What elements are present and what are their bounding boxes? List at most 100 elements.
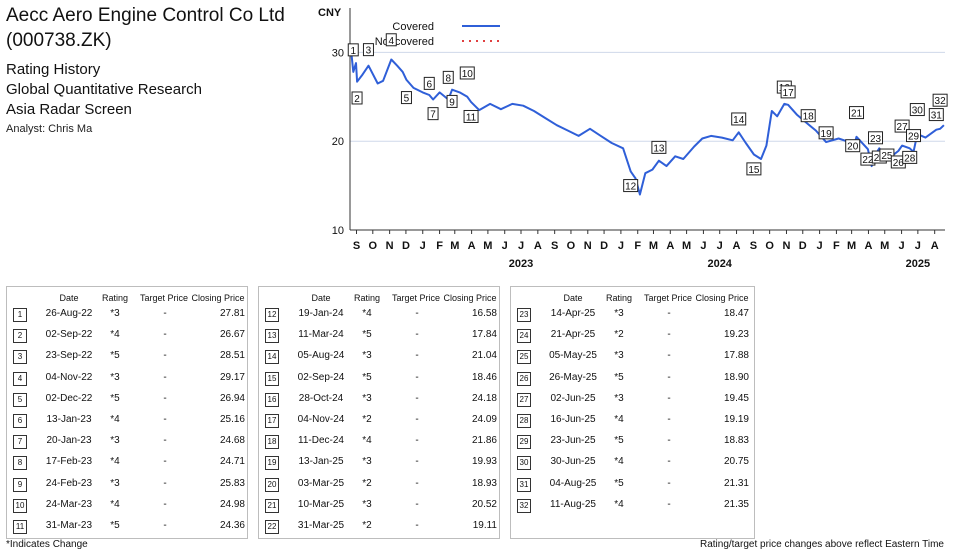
month-label: J bbox=[817, 240, 823, 252]
month-label: A bbox=[534, 240, 542, 252]
month-label: A bbox=[931, 240, 939, 252]
cell-closing-price: 18.90 bbox=[723, 371, 749, 383]
month-label: N bbox=[783, 240, 791, 252]
table-row: 6 13-Jan-23 *4 - 25.16 bbox=[7, 410, 247, 432]
table-row: 1 26-Aug-22 *3 - 27.81 bbox=[7, 304, 247, 326]
rating-marker-box bbox=[362, 43, 374, 57]
cell-rating: *2 bbox=[362, 520, 372, 531]
cell-target-price: - bbox=[163, 371, 167, 383]
cell-rating: *4 bbox=[110, 498, 120, 510]
rating-marker-label: 2 bbox=[354, 94, 360, 105]
row-index-box: 28 bbox=[517, 414, 531, 428]
cell-rating: *3 bbox=[362, 498, 372, 510]
cell-date: 28-Oct-24 bbox=[298, 392, 344, 404]
row-index-box: 20 bbox=[265, 477, 279, 492]
table-row: 31 04-Aug-25 *5 - 21.31 bbox=[511, 474, 754, 496]
legend-not-covered-label: Not covered bbox=[375, 36, 434, 48]
cell-date: 20-Jan-23 bbox=[46, 435, 92, 447]
row-index-box: 18 bbox=[265, 435, 279, 450]
cell-date: 17-Feb-23 bbox=[45, 456, 93, 468]
rating-marker-label: 18 bbox=[803, 112, 815, 123]
header-closing-price: Closing Price bbox=[695, 293, 749, 303]
rating-marker-box bbox=[902, 150, 918, 164]
cell-target-price: - bbox=[163, 435, 167, 447]
rating-table-1: Date Rating Target Price Closing Price 1 26-A… bbox=[6, 286, 248, 539]
cell-date: 23-Jun-25 bbox=[550, 435, 596, 447]
table-row: 26 26-May-25 *5 - 18.90 bbox=[511, 368, 754, 390]
cell-date: 19-Jan-24 bbox=[298, 308, 344, 319]
y-tick-label: 30 bbox=[332, 47, 344, 59]
header-rating: Rating bbox=[606, 293, 633, 303]
rating-marker-label: 22 bbox=[862, 155, 874, 166]
month-label: O bbox=[369, 240, 378, 252]
cell-date: 13-Jan-25 bbox=[298, 456, 344, 468]
rating-marker-box bbox=[651, 140, 667, 154]
rating-marker-box bbox=[442, 70, 454, 84]
row-index-box: 14 bbox=[265, 350, 279, 365]
cell-target-price: - bbox=[667, 329, 671, 341]
row-index-box: 13 bbox=[265, 329, 279, 344]
cell-closing-price: 24.71 bbox=[219, 456, 245, 468]
rating-marker-label: 29 bbox=[908, 132, 920, 143]
company-name-line: Aecc Aero Engine Control Co Ltd bbox=[6, 5, 285, 26]
rating-marker-label: 21 bbox=[851, 109, 863, 120]
header-target-price: Target Price bbox=[391, 293, 441, 303]
year-label: 2024 bbox=[707, 258, 732, 270]
cell-rating: *4 bbox=[614, 498, 624, 510]
cell-target-price: - bbox=[415, 520, 419, 531]
rating-marker-label: 9 bbox=[449, 97, 455, 108]
row-index-box: 8 bbox=[13, 456, 27, 471]
month-label: F bbox=[634, 240, 641, 252]
cell-target-price: - bbox=[163, 520, 167, 531]
cell-date: 11-Aug-25 bbox=[550, 498, 596, 510]
rating-marker-label: 10 bbox=[462, 69, 474, 80]
ticker-line: (000738.ZK) bbox=[6, 30, 112, 51]
change-footnote: *Indicates Change bbox=[6, 539, 88, 550]
table-row: 23 14-Apr-25 *3 - 18.47 bbox=[511, 304, 754, 326]
rating-marker-box bbox=[351, 91, 363, 105]
month-label: M bbox=[847, 240, 856, 252]
month-label: J bbox=[502, 240, 508, 252]
row-index-box: 23 bbox=[517, 308, 531, 322]
rating-marker-box bbox=[818, 126, 834, 140]
rating-marker-label: 27 bbox=[897, 122, 909, 133]
year-label: 2025 bbox=[906, 258, 930, 270]
cell-closing-price: 29.17 bbox=[219, 371, 245, 383]
rating-marker-box bbox=[894, 119, 910, 133]
y-axis-label: CNY bbox=[318, 7, 342, 19]
table-row: 18 11-Dec-24 *4 - 21.86 bbox=[259, 431, 499, 453]
table-row: 29 23-Jun-25 *5 - 18.83 bbox=[511, 431, 754, 453]
cell-rating: *5 bbox=[110, 350, 120, 362]
cell-rating: *3 bbox=[110, 308, 120, 319]
table-row: 13 11-Mar-24 *5 - 17.84 bbox=[259, 325, 499, 347]
rating-marker-box bbox=[845, 139, 861, 153]
cell-date: 31-Mar-23 bbox=[45, 520, 93, 531]
rating-marker-box bbox=[427, 107, 439, 121]
rating-marker-label: 3 bbox=[366, 46, 372, 57]
timezone-footnote: Rating/target price changes above reflec… bbox=[699, 539, 944, 550]
rating-marker-box bbox=[463, 109, 479, 123]
cell-closing-price: 25.83 bbox=[219, 477, 245, 489]
month-label: S bbox=[551, 240, 558, 252]
row-index-box: 1 bbox=[13, 308, 27, 322]
month-label: N bbox=[386, 240, 394, 252]
header-target-price: Target Price bbox=[139, 293, 189, 303]
cell-closing-price: 24.09 bbox=[471, 414, 497, 425]
rating-marker-label: 17 bbox=[783, 88, 795, 99]
table-row: 30 30-Jun-25 *4 - 20.75 bbox=[511, 452, 754, 474]
cell-closing-price: 16.58 bbox=[471, 308, 497, 319]
cell-date: 02-Jun-25 bbox=[550, 392, 596, 404]
cell-date: 13-Jan-23 bbox=[46, 414, 92, 425]
month-label: D bbox=[600, 240, 608, 252]
row-index-box: 32 bbox=[517, 498, 531, 513]
cell-rating: *4 bbox=[614, 456, 624, 468]
row-index-box: 2 bbox=[13, 329, 27, 344]
rating-marker-box bbox=[909, 103, 925, 117]
cell-closing-price: 21.35 bbox=[723, 498, 749, 510]
cell-closing-price: 18.83 bbox=[723, 435, 749, 447]
rating-table-3: Date Rating Target Price Closing Price 23 14-… bbox=[510, 286, 755, 539]
rating-marker-label: 20 bbox=[847, 142, 859, 153]
rating-marker-label: 31 bbox=[931, 111, 943, 122]
cell-rating: *3 bbox=[362, 392, 372, 404]
month-label: M bbox=[649, 240, 658, 252]
